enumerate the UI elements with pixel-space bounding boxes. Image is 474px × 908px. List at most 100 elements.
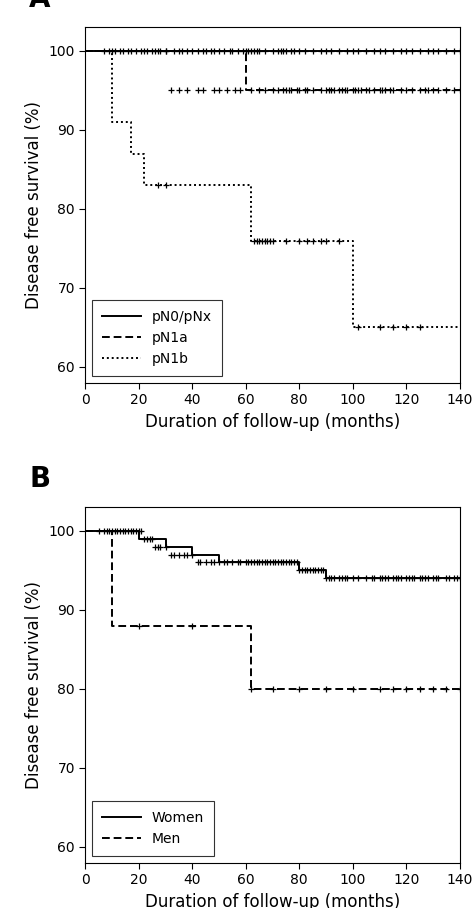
Point <box>148 531 156 546</box>
Point <box>424 571 431 586</box>
Point <box>95 524 102 538</box>
Point <box>189 548 196 562</box>
Point <box>194 84 201 98</box>
Point <box>266 233 273 248</box>
Point <box>295 563 303 577</box>
Legend: Women, Men: Women, Men <box>92 801 214 855</box>
Point <box>287 44 295 58</box>
Point <box>156 539 164 554</box>
Point <box>156 44 164 58</box>
Point <box>290 555 298 569</box>
Point <box>202 44 210 58</box>
Point <box>309 84 317 98</box>
Point <box>261 44 268 58</box>
Point <box>322 84 330 98</box>
Point <box>269 233 276 248</box>
Point <box>397 571 405 586</box>
Point <box>140 44 148 58</box>
Point <box>143 531 151 546</box>
Point <box>408 84 415 98</box>
Point <box>210 44 218 58</box>
Point <box>228 555 236 569</box>
X-axis label: Duration of follow-up (months): Duration of follow-up (months) <box>145 893 400 908</box>
Point <box>378 84 386 98</box>
Point <box>389 571 397 586</box>
Point <box>303 84 311 98</box>
Point <box>416 84 423 98</box>
Point <box>290 44 298 58</box>
Point <box>132 44 140 58</box>
Point <box>322 571 330 586</box>
Point <box>416 571 423 586</box>
Point <box>429 84 437 98</box>
Point <box>162 44 169 58</box>
Point <box>402 682 410 696</box>
Point <box>330 571 338 586</box>
Point <box>287 555 295 569</box>
Point <box>445 571 453 586</box>
Point <box>410 571 418 586</box>
Point <box>322 233 330 248</box>
Point <box>456 84 464 98</box>
Point <box>234 44 242 58</box>
Point <box>253 233 260 248</box>
Point <box>199 44 207 58</box>
Point <box>242 555 250 569</box>
Point <box>237 555 244 569</box>
Text: B: B <box>29 465 50 493</box>
Point <box>429 571 437 586</box>
Point <box>194 555 201 569</box>
Point <box>381 571 389 586</box>
Point <box>336 84 343 98</box>
Y-axis label: Disease free survival (%): Disease free survival (%) <box>25 101 43 309</box>
Point <box>280 84 287 98</box>
Point <box>183 548 191 562</box>
Point <box>295 233 303 248</box>
Point <box>183 44 191 58</box>
Point <box>429 682 437 696</box>
Point <box>317 84 325 98</box>
Point <box>137 44 145 58</box>
Point <box>352 84 359 98</box>
Point <box>245 44 252 58</box>
Point <box>242 44 250 58</box>
Point <box>266 555 273 569</box>
Point <box>223 555 231 569</box>
Point <box>250 233 257 248</box>
Point <box>100 44 108 58</box>
Point <box>317 233 325 248</box>
Point <box>416 682 423 696</box>
Point <box>127 44 135 58</box>
Point <box>344 44 351 58</box>
Point <box>237 84 244 98</box>
Point <box>247 682 255 696</box>
Point <box>220 44 228 58</box>
Point <box>344 571 351 586</box>
Point <box>317 44 325 58</box>
Point <box>362 44 370 58</box>
Point <box>245 555 252 569</box>
Point <box>402 44 410 58</box>
Point <box>181 548 188 562</box>
Point <box>301 44 309 58</box>
Point <box>124 44 132 58</box>
X-axis label: Duration of follow-up (months): Duration of follow-up (months) <box>145 412 400 430</box>
Point <box>255 233 263 248</box>
Point <box>103 524 110 538</box>
Point <box>341 84 348 98</box>
Point <box>261 555 268 569</box>
Point <box>154 539 161 554</box>
Point <box>277 44 284 58</box>
Point <box>223 84 231 98</box>
Point <box>282 84 290 98</box>
Point <box>408 571 415 586</box>
Point <box>311 563 319 577</box>
Point <box>261 233 268 248</box>
Point <box>274 555 282 569</box>
Point <box>154 178 161 192</box>
Point <box>389 84 397 98</box>
Point <box>301 84 309 98</box>
Point <box>389 44 397 58</box>
Point <box>389 321 397 335</box>
Point <box>451 84 458 98</box>
